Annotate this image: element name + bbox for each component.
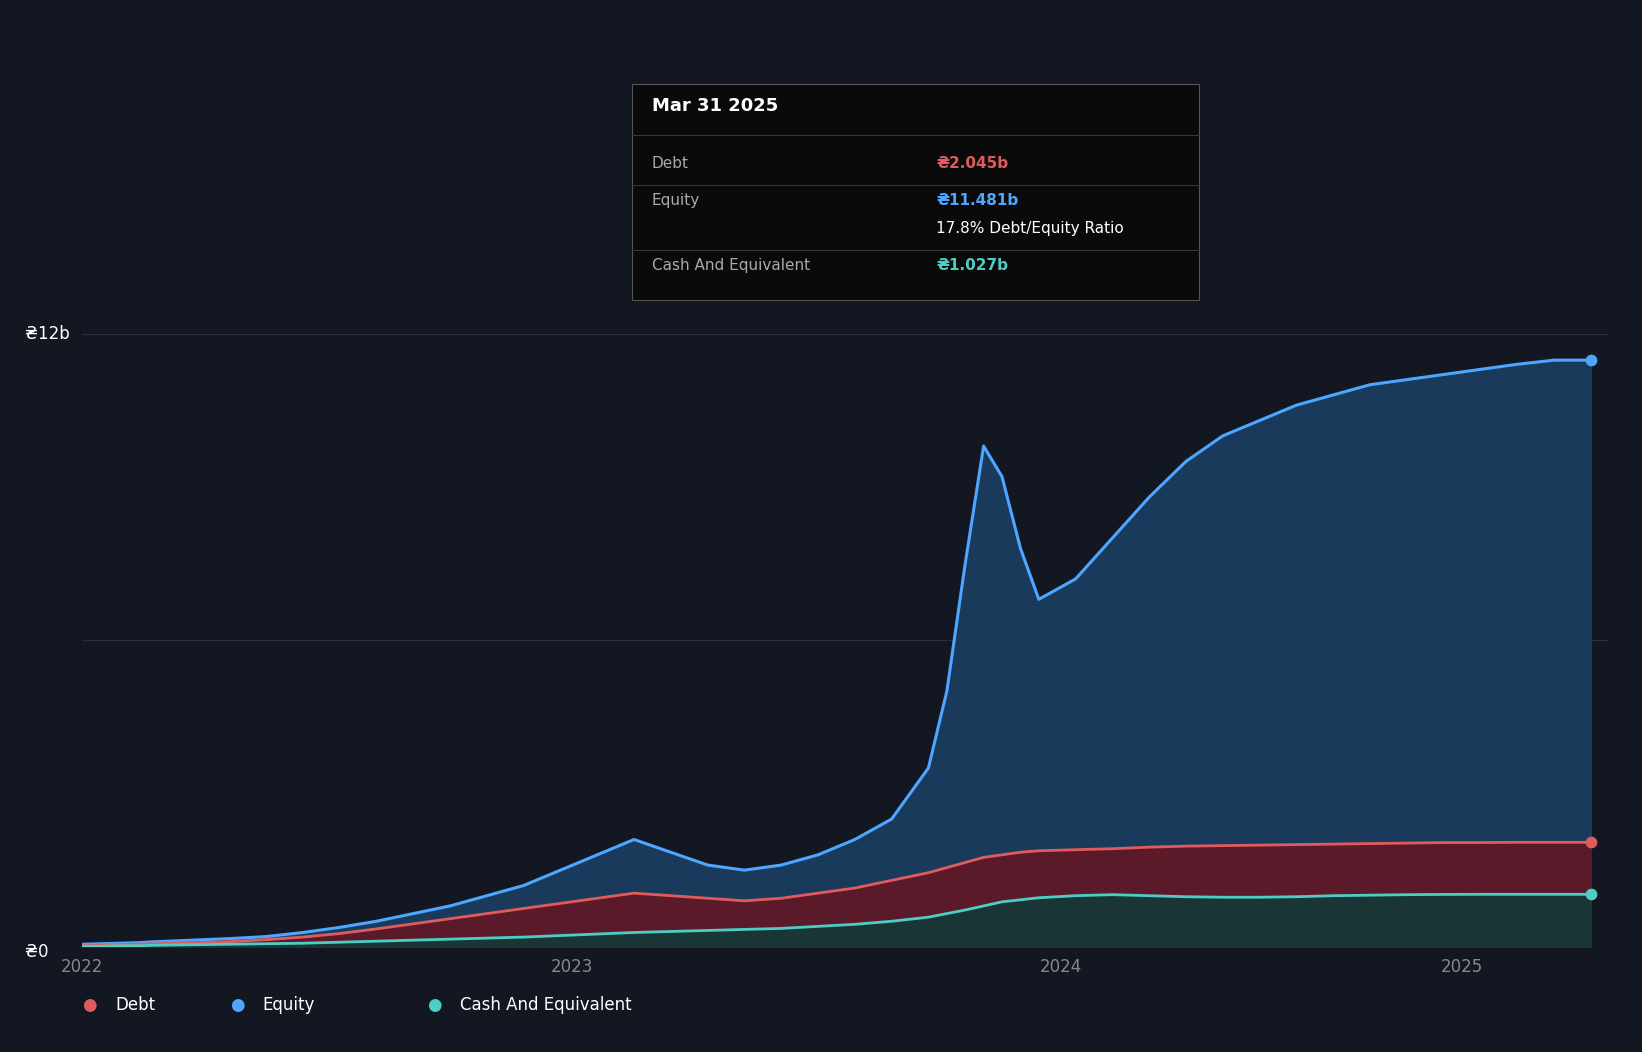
Text: Mar 31 2025: Mar 31 2025: [652, 97, 778, 115]
Point: [1578, 886, 1604, 903]
Text: ●: ●: [427, 995, 442, 1014]
Text: Debt: Debt: [115, 995, 154, 1014]
Point: [1578, 834, 1604, 851]
Text: Debt: Debt: [652, 156, 690, 170]
Point: [1578, 351, 1604, 368]
Text: Equity: Equity: [652, 193, 699, 207]
Text: ₴11.481b: ₴11.481b: [936, 193, 1018, 207]
Text: ₴1.027b: ₴1.027b: [936, 258, 1008, 272]
Text: ●: ●: [230, 995, 245, 1014]
Text: 17.8% Debt/Equity Ratio: 17.8% Debt/Equity Ratio: [936, 221, 1123, 236]
Text: ₴0: ₴0: [25, 943, 48, 962]
Text: ₴12b: ₴12b: [25, 325, 69, 343]
Text: Cash And Equivalent: Cash And Equivalent: [460, 995, 632, 1014]
Text: ₴2.045b: ₴2.045b: [936, 156, 1008, 170]
Text: Cash And Equivalent: Cash And Equivalent: [652, 258, 810, 272]
Text: ●: ●: [82, 995, 97, 1014]
Text: Equity: Equity: [263, 995, 315, 1014]
